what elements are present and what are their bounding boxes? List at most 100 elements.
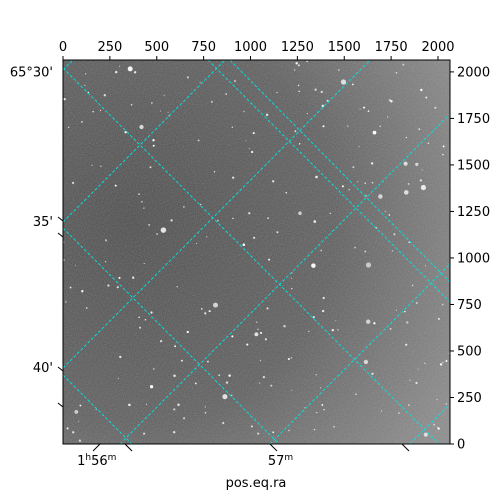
star — [232, 217, 234, 220]
star — [380, 410, 382, 412]
star — [315, 374, 317, 376]
star — [116, 286, 119, 289]
star — [319, 387, 321, 389]
star — [427, 142, 430, 145]
star — [255, 321, 258, 323]
star — [248, 148, 250, 150]
star — [257, 328, 259, 331]
star — [199, 203, 202, 206]
star — [293, 69, 296, 71]
star — [148, 224, 150, 226]
star — [424, 265, 427, 267]
star — [222, 394, 228, 400]
star — [291, 287, 293, 290]
star — [208, 310, 211, 313]
star — [119, 355, 122, 359]
ra-tick — [92, 443, 101, 452]
star — [204, 312, 207, 315]
star — [262, 375, 266, 379]
star — [218, 374, 221, 377]
star — [367, 110, 370, 112]
star — [294, 130, 297, 133]
y-tick-label: 1000 — [457, 251, 490, 266]
star — [85, 307, 88, 309]
star — [290, 277, 293, 279]
star — [420, 88, 423, 92]
star — [152, 368, 155, 370]
star — [128, 403, 131, 407]
star — [72, 431, 75, 434]
star — [74, 409, 79, 414]
star — [442, 153, 444, 156]
star — [259, 331, 263, 335]
star — [359, 108, 361, 110]
star — [425, 96, 428, 99]
star — [290, 357, 293, 359]
star — [437, 427, 440, 430]
star — [143, 207, 145, 209]
dec-tick-label: 40' — [33, 361, 53, 376]
star — [204, 411, 207, 414]
star — [313, 220, 317, 223]
coordinate-grid — [63, 60, 450, 444]
star — [217, 219, 219, 222]
y-tick-label: 0 — [457, 438, 465, 453]
ra-tick — [269, 443, 278, 452]
star — [364, 250, 367, 253]
star — [143, 432, 146, 435]
star — [437, 317, 440, 320]
star — [144, 318, 147, 321]
star — [172, 430, 176, 434]
star — [424, 362, 426, 365]
star — [253, 236, 256, 239]
y-tick-label: 250 — [457, 391, 482, 406]
star — [362, 106, 366, 109]
star — [177, 403, 180, 407]
star — [231, 335, 234, 338]
star — [173, 408, 176, 411]
star — [370, 162, 374, 165]
dec-tick — [57, 366, 64, 372]
star — [242, 243, 246, 246]
grid-line — [119, 113, 450, 444]
star — [173, 374, 176, 378]
star — [71, 181, 75, 185]
star — [100, 165, 102, 167]
star — [104, 261, 107, 263]
star — [245, 140, 247, 142]
star — [434, 106, 437, 109]
star — [285, 191, 288, 194]
star — [388, 214, 391, 216]
star — [228, 374, 231, 377]
star — [384, 210, 386, 213]
star — [159, 339, 163, 343]
grid-line — [63, 227, 280, 444]
star — [371, 181, 374, 184]
star — [433, 423, 436, 426]
star — [415, 162, 419, 167]
star — [78, 439, 82, 442]
star — [445, 403, 447, 405]
star — [403, 190, 409, 195]
ra-tick — [401, 443, 410, 452]
star — [321, 104, 325, 108]
y-tick-label: 2000 — [457, 65, 490, 80]
star — [297, 84, 300, 87]
x-tick-label: 0 — [59, 40, 67, 55]
dec-tick-label: 65°30' — [10, 65, 53, 80]
star — [295, 62, 298, 65]
x-tick-label: 250 — [97, 40, 122, 55]
star — [415, 301, 418, 305]
star — [378, 194, 383, 199]
star — [231, 126, 233, 128]
star — [252, 132, 255, 135]
star — [340, 79, 347, 85]
star — [283, 324, 286, 328]
image-layer — [63, 60, 450, 444]
star — [337, 329, 339, 331]
star — [139, 326, 142, 329]
star — [372, 130, 377, 135]
star — [347, 125, 349, 127]
star — [333, 425, 335, 428]
star — [63, 98, 66, 101]
